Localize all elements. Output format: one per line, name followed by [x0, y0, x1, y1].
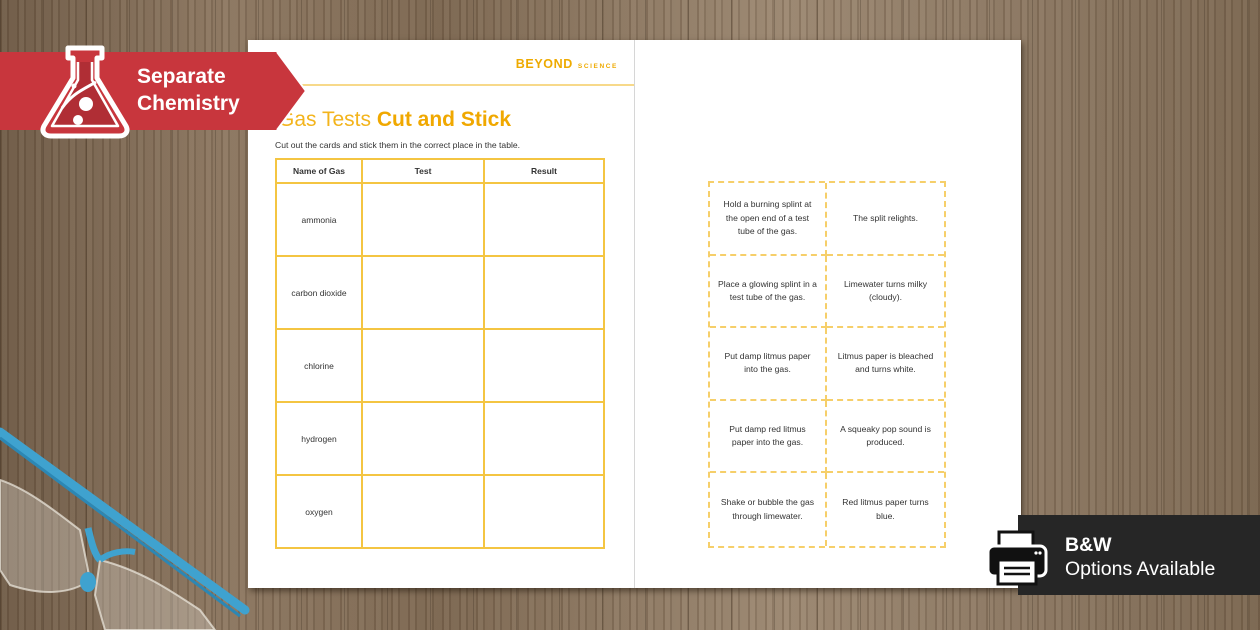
result-card: Limewater turns milky (cloudy). — [827, 256, 944, 329]
column-header: Name of Gas — [275, 158, 363, 184]
result-cell — [483, 328, 605, 403]
test-cell — [361, 328, 485, 403]
bw-options-badge — [1018, 515, 1260, 595]
title-part-1: Gas Tests — [278, 108, 377, 131]
table-header-row: Name of Gas Test Result — [275, 158, 605, 184]
gas-name-cell: chlorine — [275, 328, 363, 403]
result-card: Red litmus paper turns blue. — [842, 497, 929, 521]
brand-main: BEYOND — [515, 57, 573, 71]
test-cell — [361, 255, 485, 330]
conical-flask-icon — [40, 45, 130, 139]
table-row: ammonia — [275, 182, 605, 257]
result-card: The split relights. — [827, 183, 944, 256]
table-row: chlorine — [275, 328, 605, 403]
subject-label-line1: Separate — [137, 65, 226, 88]
test-card: Hold a burning splint at the open end of… — [710, 183, 827, 256]
test-card: Put damp litmus paper into the gas. — [710, 328, 827, 401]
header-divider — [248, 84, 634, 86]
bw-options-text: B&W Options Available — [1065, 533, 1215, 581]
worksheet-preview: BEYOND SCIENCE Gas Tests Cut and Stick C… — [248, 40, 1021, 588]
safety-glasses-image — [0, 427, 250, 630]
result-card: A squeaky pop sound is produced. — [827, 401, 944, 474]
result-cell — [483, 401, 605, 476]
gas-tests-table: Name of Gas Test Result ammonia carbon d… — [275, 158, 605, 549]
table-row: hydrogen — [275, 401, 605, 476]
test-card: Put damp red litmus paper into the gas. — [710, 400, 827, 474]
gas-name-cell: carbon dioxide — [275, 255, 363, 330]
title-part-2: Cut and Stick — [376, 108, 512, 131]
instructions: Cut out the cards and stick them in the … — [275, 140, 521, 150]
test-card: Shake or bubble the gas through limewate… — [710, 473, 827, 546]
result-cell — [483, 182, 605, 257]
bw-label: B&W — [1065, 534, 1112, 556]
test-cell — [361, 182, 485, 257]
result-cell — [483, 474, 605, 549]
test-cell — [361, 401, 485, 476]
table-row: oxygen — [275, 474, 605, 549]
gas-name-cell: ammonia — [275, 182, 363, 257]
brand-logo: BEYOND SCIENCE — [516, 57, 618, 71]
result-cell — [483, 255, 605, 330]
column-header: Result — [483, 158, 605, 184]
printer-icon — [986, 530, 1048, 586]
brand-sub: SCIENCE — [577, 63, 618, 70]
gas-name-cell: hydrogen — [275, 401, 363, 476]
subject-label-line2: Chemistry — [137, 92, 240, 115]
worksheet-title: Gas Tests Cut and Stick — [278, 108, 511, 132]
test-card: Place a glowing splint in a test tube of… — [710, 255, 827, 329]
cut-out-cards: Hold a burning splint at the open end of… — [708, 181, 946, 548]
options-available-label: Options Available — [1065, 558, 1216, 580]
gas-name-cell: oxygen — [275, 474, 363, 549]
table-row: carbon dioxide — [275, 255, 605, 330]
subject-label: Separate Chemistry — [137, 63, 240, 117]
page-fold — [634, 40, 635, 588]
result-card: Litmus paper is bleached and turns white… — [827, 328, 944, 401]
column-header: Test — [361, 158, 485, 184]
test-cell — [361, 474, 485, 549]
